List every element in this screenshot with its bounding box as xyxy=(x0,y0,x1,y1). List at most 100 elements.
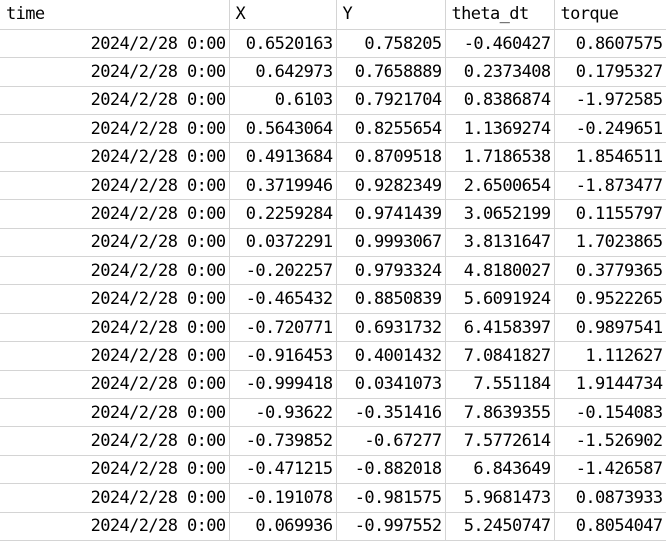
cell-time[interactable]: 2024/2/28 0:00 xyxy=(0,483,230,513)
cell-torque[interactable]: 1.7023865 xyxy=(554,228,666,258)
cell-time[interactable]: 2024/2/28 0:00 xyxy=(0,512,230,541)
cell-time[interactable]: 2024/2/28 0:00 xyxy=(0,284,230,314)
cell-theta-dt[interactable]: 1.1369274 xyxy=(445,114,555,144)
table-row: 2024/2/28 0:00 0.5643064 0.8255654 1.136927… xyxy=(0,114,666,144)
cell-time[interactable]: 2024/2/28 0:00 xyxy=(0,228,230,258)
cell-y[interactable]: 0.8709518 xyxy=(336,142,446,172)
cell-x[interactable]: 0.0372291 xyxy=(229,228,337,258)
header-row: time X Y theta_dt torque xyxy=(0,0,666,30)
cell-torque[interactable]: 0.9897541 xyxy=(554,313,666,343)
cell-y[interactable]: 0.9793324 xyxy=(336,256,446,286)
cell-x[interactable]: 0.069936 xyxy=(229,512,337,541)
cell-theta-dt[interactable]: 6.4158397 xyxy=(445,313,555,343)
cell-x[interactable]: -0.999418 xyxy=(229,370,337,399)
cell-theta-dt[interactable]: 1.7186538 xyxy=(445,142,555,172)
cell-theta-dt[interactable]: 5.6091924 xyxy=(445,284,555,314)
cell-y[interactable]: 0.0341073 xyxy=(336,370,446,399)
cell-y[interactable]: -0.351416 xyxy=(336,398,446,428)
cell-time[interactable]: 2024/2/28 0:00 xyxy=(0,426,230,456)
cell-x[interactable]: -0.471215 xyxy=(229,455,337,485)
cell-torque[interactable]: -0.154083 xyxy=(554,398,666,428)
cell-torque[interactable]: 1.9144734 xyxy=(554,370,666,399)
cell-theta-dt[interactable]: 2.6500654 xyxy=(445,171,555,201)
cell-y[interactable]: -0.67277 xyxy=(336,426,446,456)
cell-time[interactable]: 2024/2/28 0:00 xyxy=(0,171,230,201)
cell-theta-dt[interactable]: 0.2373408 xyxy=(445,57,555,87)
cell-time[interactable]: 2024/2/28 0:00 xyxy=(0,199,230,229)
cell-y[interactable]: 0.7921704 xyxy=(336,86,446,116)
cell-time[interactable]: 2024/2/28 0:00 xyxy=(0,398,230,428)
cell-torque[interactable]: 0.1795327 xyxy=(554,57,666,87)
cell-x[interactable]: 0.3719946 xyxy=(229,171,337,201)
cell-theta-dt[interactable]: 5.2450747 xyxy=(445,512,555,541)
cell-x[interactable]: -0.739852 xyxy=(229,426,337,456)
cell-theta-dt[interactable]: 7.5772614 xyxy=(445,426,555,456)
cell-torque[interactable]: -1.972585 xyxy=(554,86,666,116)
cell-time[interactable]: 2024/2/28 0:00 xyxy=(0,86,230,116)
cell-y[interactable]: 0.6931732 xyxy=(336,313,446,343)
cell-theta-dt[interactable]: 5.9681473 xyxy=(445,483,555,513)
header-cell-y[interactable]: Y xyxy=(336,0,446,30)
cell-theta-dt[interactable]: 3.0652199 xyxy=(445,199,555,229)
cell-time[interactable]: 2024/2/28 0:00 xyxy=(0,142,230,172)
cell-theta-dt[interactable]: 0.8386874 xyxy=(445,86,555,116)
cell-x[interactable]: -0.93622 xyxy=(229,398,337,428)
cell-time[interactable]: 2024/2/28 0:00 xyxy=(0,341,230,371)
cell-torque[interactable]: 0.0873933 xyxy=(554,483,666,513)
cell-time[interactable]: 2024/2/28 0:00 xyxy=(0,256,230,286)
cell-torque[interactable]: 1.112627 xyxy=(554,341,666,371)
cell-theta-dt[interactable]: 7.0841827 xyxy=(445,341,555,371)
cell-theta-dt[interactable]: 7.8639355 xyxy=(445,398,555,428)
cell-y[interactable]: -0.882018 xyxy=(336,455,446,485)
cell-time[interactable]: 2024/2/28 0:00 xyxy=(0,57,230,87)
cell-y[interactable]: 0.9741439 xyxy=(336,199,446,229)
cell-x[interactable]: 0.5643064 xyxy=(229,114,337,144)
cell-x[interactable]: 0.4913684 xyxy=(229,142,337,172)
cell-torque[interactable]: -1.873477 xyxy=(554,171,666,201)
cell-time[interactable]: 2024/2/28 0:00 xyxy=(0,29,230,59)
cell-theta-dt[interactable]: 6.843649 xyxy=(445,455,555,485)
header-cell-theta-dt[interactable]: theta_dt xyxy=(445,0,555,30)
cell-x[interactable]: 0.6103 xyxy=(229,86,337,116)
cell-theta-dt[interactable]: -0.460427 xyxy=(445,29,555,59)
cell-time[interactable]: 2024/2/28 0:00 xyxy=(0,313,230,343)
cell-theta-dt[interactable]: 7.551184 xyxy=(445,370,555,399)
cell-x[interactable]: -0.202257 xyxy=(229,256,337,286)
cell-torque[interactable]: 0.1155797 xyxy=(554,199,666,229)
cell-torque[interactable]: -1.526902 xyxy=(554,426,666,456)
cell-x[interactable]: -0.720771 xyxy=(229,313,337,343)
cell-y[interactable]: 0.9282349 xyxy=(336,171,446,201)
cell-torque[interactable]: 0.8054047 xyxy=(554,512,666,541)
cell-torque[interactable]: 1.8546511 xyxy=(554,142,666,172)
cell-x[interactable]: 0.642973 xyxy=(229,57,337,87)
cell-y[interactable]: 0.8255654 xyxy=(336,114,446,144)
header-cell-x[interactable]: X xyxy=(229,0,337,30)
cell-y[interactable]: 0.8850839 xyxy=(336,284,446,314)
cell-time[interactable]: 2024/2/28 0:00 xyxy=(0,455,230,485)
cell-y[interactable]: 0.9993067 xyxy=(336,228,446,258)
cell-y[interactable]: -0.981575 xyxy=(336,483,446,513)
cell-y[interactable]: 0.4001432 xyxy=(336,341,446,371)
cell-torque[interactable]: -1.426587 xyxy=(554,455,666,485)
cell-time[interactable]: 2024/2/28 0:00 xyxy=(0,370,230,399)
cell-theta-dt[interactable]: 4.8180027 xyxy=(445,256,555,286)
table-row: 2024/2/28 0:00 0.2259284 0.9741439 3.065219… xyxy=(0,199,666,229)
header-cell-torque[interactable]: torque xyxy=(554,0,666,30)
cell-theta-dt[interactable]: 3.8131647 xyxy=(445,228,555,258)
cell-x[interactable]: 0.2259284 xyxy=(229,199,337,229)
cell-torque[interactable]: 0.3779365 xyxy=(554,256,666,286)
table-row: 2024/2/28 0:00 -0.916453 0.4001432 7.084182… xyxy=(0,341,666,371)
cell-x[interactable]: 0.6520163 xyxy=(229,29,337,59)
cell-y[interactable]: 0.7658889 xyxy=(336,57,446,87)
table-row: 2024/2/28 0:00 -0.720771 0.6931732 6.415839… xyxy=(0,313,666,343)
cell-x[interactable]: -0.916453 xyxy=(229,341,337,371)
cell-torque[interactable]: 0.9522265 xyxy=(554,284,666,314)
cell-torque[interactable]: -0.249651 xyxy=(554,114,666,144)
cell-x[interactable]: -0.191078 xyxy=(229,483,337,513)
cell-y[interactable]: 0.758205 xyxy=(336,29,446,59)
cell-x[interactable]: -0.465432 xyxy=(229,284,337,314)
cell-y[interactable]: -0.997552 xyxy=(336,512,446,541)
header-cell-time[interactable]: time xyxy=(0,0,230,30)
cell-time[interactable]: 2024/2/28 0:00 xyxy=(0,114,230,144)
cell-torque[interactable]: 0.8607575 xyxy=(554,29,666,59)
